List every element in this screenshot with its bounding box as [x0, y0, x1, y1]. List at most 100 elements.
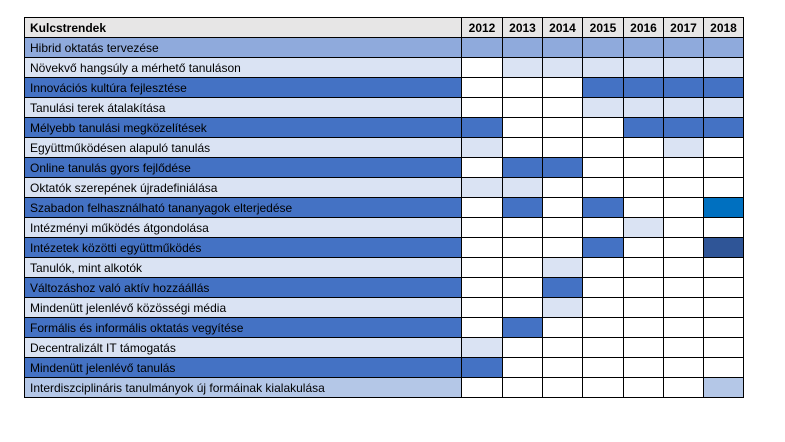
year-cell	[703, 297, 744, 318]
year-cell	[623, 297, 664, 318]
year-cell	[663, 237, 704, 258]
year-cell	[461, 217, 503, 238]
table-row: Decentralizált IT támogatás	[24, 337, 744, 358]
year-cell	[502, 37, 543, 58]
year-cell	[502, 217, 543, 238]
year-cell	[461, 177, 503, 198]
table-row: Tanulási terek átalakítása	[24, 97, 744, 118]
year-cell	[542, 77, 583, 98]
year-cell	[502, 97, 543, 118]
table-row: Hibrid oktatás tervezése	[24, 37, 744, 58]
year-cell	[461, 317, 503, 338]
year-cell	[663, 357, 704, 378]
year-cell	[703, 97, 744, 118]
table-row: Növekvő hangsúly a mérhető tanuláson	[24, 57, 744, 78]
year-cell	[542, 137, 583, 158]
table-row: Intézetek közötti együttműködés	[24, 237, 744, 258]
table-row: Online tanulás gyors fejlődése	[24, 157, 744, 178]
year-header: 2018	[703, 17, 744, 38]
year-cell	[502, 337, 543, 358]
year-cell	[502, 117, 543, 138]
year-cell	[663, 377, 704, 398]
trend-label: Mindenütt jelenlévő tanulás	[24, 357, 462, 378]
table-row: Interdiszciplináris tanulmányok új formá…	[24, 377, 744, 398]
year-cell	[663, 177, 704, 198]
year-cell	[623, 77, 664, 98]
year-cell	[542, 237, 583, 258]
trend-label: Interdiszciplináris tanulmányok új formá…	[24, 377, 462, 398]
table-row: Mindenütt jelenlévő tanulás	[24, 357, 744, 378]
year-cell	[542, 157, 583, 178]
year-cell	[623, 157, 664, 178]
year-cell	[542, 97, 583, 118]
year-cell	[663, 337, 704, 358]
year-cell	[582, 237, 624, 258]
year-cell	[663, 197, 704, 218]
year-cell	[623, 317, 664, 338]
trend-label: Együttműködésen alapuló tanulás	[24, 137, 462, 158]
year-cell	[502, 77, 543, 98]
trend-label: Oktatók szerepének újradefiniálása	[24, 177, 462, 198]
year-cell	[623, 277, 664, 298]
year-cell	[703, 177, 744, 198]
year-cell	[461, 337, 503, 358]
year-cell	[663, 297, 704, 318]
year-cell	[461, 137, 503, 158]
year-cell	[461, 97, 503, 118]
year-cell	[703, 317, 744, 338]
year-cell	[461, 357, 503, 378]
year-header: 2016	[623, 17, 664, 38]
year-cell	[663, 57, 704, 78]
year-cell	[461, 197, 503, 218]
year-cell	[502, 317, 543, 338]
year-cell	[582, 217, 624, 238]
year-cell	[703, 377, 744, 398]
trend-label: Szabadon felhasználható tananyagok elter…	[24, 197, 462, 218]
year-cell	[623, 337, 664, 358]
year-cell	[582, 177, 624, 198]
year-cell	[502, 257, 543, 278]
year-cell	[582, 37, 624, 58]
year-cell	[703, 337, 744, 358]
year-cell	[582, 97, 624, 118]
year-cell	[703, 77, 744, 98]
year-cell	[663, 157, 704, 178]
year-cell	[582, 157, 624, 178]
year-cell	[461, 257, 503, 278]
table-row: Mélyebb tanulási megközelítések	[24, 117, 744, 138]
year-cell	[542, 357, 583, 378]
year-cell	[542, 297, 583, 318]
year-header: 2015	[582, 17, 624, 38]
year-cell	[582, 137, 624, 158]
year-cell	[663, 257, 704, 278]
year-cell	[703, 217, 744, 238]
year-cell	[542, 337, 583, 358]
year-cell	[582, 257, 624, 278]
year-cell	[502, 57, 543, 78]
year-cell	[502, 177, 543, 198]
trend-label: Decentralizált IT támogatás	[24, 337, 462, 358]
year-cell	[663, 37, 704, 58]
year-header: 2014	[542, 17, 583, 38]
year-cell	[502, 157, 543, 178]
table-row: Együttműködésen alapuló tanulás	[24, 137, 744, 158]
year-cell	[542, 377, 583, 398]
header-row: Kulcstrendek 2012 2013 2014 2015 2016 20…	[24, 17, 744, 38]
trend-label: Innovációs kultúra fejlesztése	[24, 77, 462, 98]
year-cell	[703, 257, 744, 278]
year-cell	[663, 277, 704, 298]
year-cell	[703, 117, 744, 138]
year-cell	[582, 377, 624, 398]
year-cell	[542, 57, 583, 78]
year-cell	[502, 357, 543, 378]
year-cell	[623, 57, 664, 78]
trend-label: Mindenütt jelenlévő közösségi média	[24, 297, 462, 318]
year-cell	[582, 277, 624, 298]
trend-label: Változáshoz való aktív hozzáállás	[24, 277, 462, 298]
year-cell	[542, 37, 583, 58]
year-cell	[542, 317, 583, 338]
trend-label: Intézményi működés átgondolása	[24, 217, 462, 238]
year-cell	[663, 117, 704, 138]
trend-label: Intézetek közötti együttműködés	[24, 237, 462, 258]
year-cell	[623, 177, 664, 198]
